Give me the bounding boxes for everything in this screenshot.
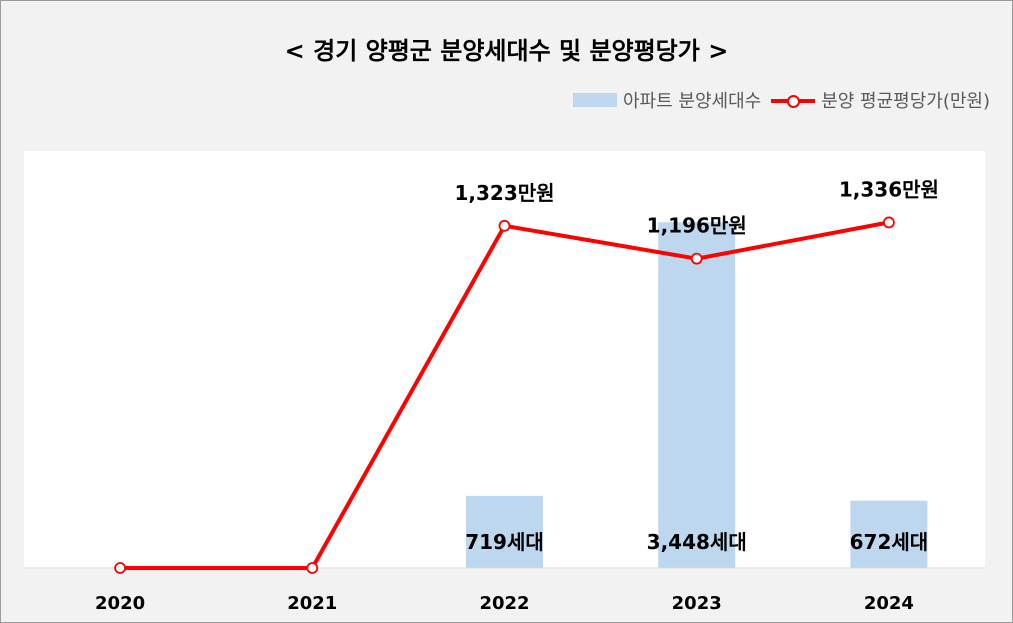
line-marker-2020[interactable] [114, 562, 126, 574]
legend-item-line[interactable]: 분양 평균평당가(만원) [771, 87, 990, 113]
bar-2022[interactable] [466, 495, 543, 568]
line-label-2022: 1,323만원 [454, 181, 554, 205]
legend-bar-swatch [572, 93, 617, 107]
line-marker-2024[interactable] [883, 216, 895, 229]
bar-label-2022: 719세대 [465, 530, 544, 554]
bar-2024[interactable] [850, 500, 928, 568]
line-marker-2023[interactable] [690, 252, 703, 265]
legend: 아파트 분양세대수 분양 평균평당가(만원) [572, 87, 990, 113]
legend-bar-label: 아파트 분양세대수 [622, 91, 762, 112]
bar-2023[interactable] [658, 222, 736, 568]
x-tick-label-2022: 2022 [479, 593, 529, 614]
line-label-2023: 1,196만원 [647, 214, 747, 238]
legend-line-swatch [771, 93, 816, 108]
chart-title: < 경기 양평군 분양세대수 및 분양평당가 > [284, 37, 729, 65]
x-tick-label-2021: 2021 [287, 593, 337, 614]
line-marker-2022[interactable] [498, 219, 511, 232]
x-tick-label-2023: 2023 [672, 593, 722, 614]
line-marker-2021[interactable] [306, 562, 319, 574]
line-label-2024: 1,336만원 [839, 177, 939, 201]
bar-label-2023: 3,448세대 [647, 530, 747, 554]
x-tick-label-2020: 2020 [95, 593, 145, 614]
x-tick-label-2024: 2024 [864, 593, 914, 614]
bar-label-2024: 672세대 [850, 530, 929, 554]
legend-item-bar[interactable]: 아파트 분양세대수 [572, 87, 762, 113]
legend-line-label: 분양 평균평당가(만원) [821, 91, 990, 112]
